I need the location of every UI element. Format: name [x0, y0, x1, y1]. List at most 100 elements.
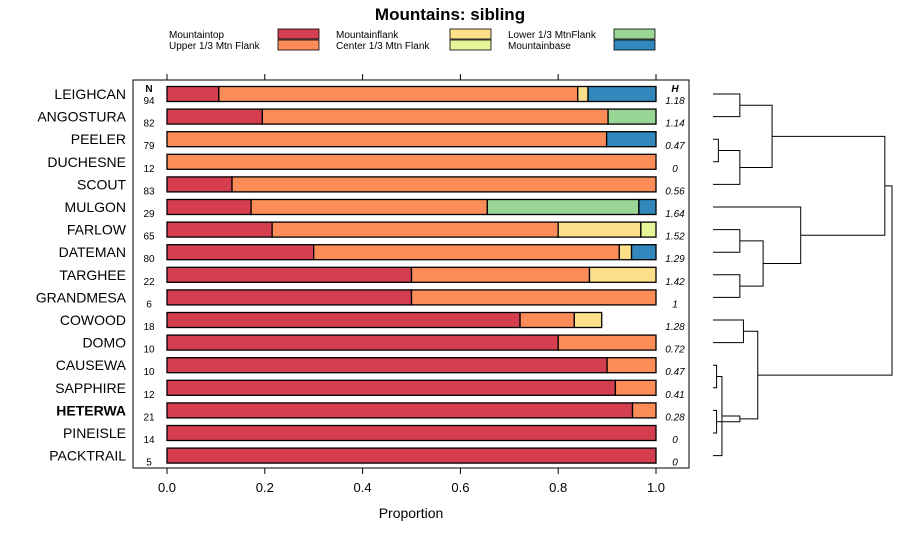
- h-value-scout: 0.56: [665, 186, 685, 197]
- n-value-sapphire: 12: [143, 390, 155, 401]
- bar-row-causewa: [166, 357, 657, 374]
- row-label-grandmesa: GRANDMESA: [36, 289, 127, 305]
- bar-segment-leighcan-mountainbase: [587, 85, 657, 103]
- row-labels: LEIGHCAN ANGOSTURA PEELER DUCHESNE SCOUT MULG…: [36, 86, 127, 464]
- bar-segment-targhee-mountaintop: [166, 266, 413, 283]
- row-label-heterwa: HETERWA: [56, 402, 126, 418]
- dendrogram-link: [713, 229, 741, 253]
- bar-segment-peeler-upper: [166, 131, 608, 148]
- legend-swatch-mountainflank: [449, 28, 492, 40]
- bar-segment-pineisle-mountaintop: [166, 424, 657, 442]
- row-label-pineisle: PINEISLE: [63, 425, 126, 441]
- n-value-targhee: 22: [143, 277, 155, 288]
- x-tick-label: 0.0: [158, 480, 176, 495]
- h-value-angostura: 1.14: [665, 119, 685, 130]
- dendrogram-link: [713, 319, 744, 344]
- n-header: N: [145, 84, 152, 95]
- bar-segment-targhee-upper: [410, 266, 591, 283]
- row-label-scout: SCOUT: [77, 176, 126, 192]
- bar-segment-cowood-mountaintop: [166, 311, 521, 329]
- dendrogram-link: [772, 135, 886, 236]
- legend-label-center: Center 1/3 Mtn Flank: [336, 41, 430, 52]
- row-label-packtrail: PACKTRAIL: [49, 448, 126, 464]
- bar-segment-grandmesa-upper: [410, 289, 657, 306]
- row-label-targhee: TARGHEE: [59, 267, 126, 283]
- h-value-cowood: 1.28: [665, 322, 685, 333]
- legend-label-mountainbase: Mountainbase: [508, 41, 571, 52]
- row-label-domo: DOMO: [82, 335, 126, 351]
- bar-segment-farlow-center: [640, 221, 657, 238]
- bar-row-scout: [166, 176, 657, 193]
- bar-row-peeler: [166, 131, 657, 148]
- legend-swatch-mountainbase: [613, 39, 656, 51]
- bar-segment-leighcan-mountainflank: [577, 85, 589, 103]
- bar-segment-peeler-mountainbase: [605, 131, 657, 148]
- dendrogram-link: [739, 104, 773, 168]
- n-value-mulgon: 29: [143, 209, 155, 220]
- h-value-targhee: 1.42: [665, 277, 685, 288]
- n-value-scout: 83: [143, 186, 155, 197]
- row-label-peeler: PEELER: [71, 131, 126, 147]
- row-label-duchesne: DUCHESNE: [47, 154, 126, 170]
- row-label-farlow: FARLOW: [67, 222, 127, 238]
- bar-segment-dateman-upper: [313, 244, 620, 261]
- bar-segment-scout-mountaintop: [166, 176, 233, 193]
- bar-segment-cowood-upper: [519, 311, 575, 329]
- bar-segment-farlow-upper: [271, 221, 559, 238]
- bar-row-mulgon: [166, 198, 657, 216]
- bar-segment-sapphire-mountaintop: [166, 379, 617, 396]
- h-value-mulgon: 1.64: [665, 209, 685, 220]
- dendrogram-link: [713, 138, 719, 163]
- n-value-causewa: 10: [143, 367, 155, 378]
- bar-row-sapphire: [166, 379, 657, 396]
- h-value-duchesne: 0: [672, 164, 678, 175]
- row-label-cowood: COWOOD: [60, 312, 126, 328]
- h-value-sapphire: 0.41: [665, 390, 684, 401]
- bar-row-dateman: [166, 244, 657, 261]
- h-value-dateman: 1.29: [665, 254, 685, 265]
- n-value-domo: 10: [143, 345, 155, 356]
- legend-swatch-lower: [613, 28, 656, 40]
- x-tick-label: 0.8: [549, 480, 567, 495]
- row-label-sapphire: SAPPHIRE: [55, 380, 126, 396]
- dendrogram-link: [713, 150, 741, 185]
- bar-segment-mulgon-lower: [486, 198, 640, 216]
- bar-row-angostura: [166, 108, 657, 125]
- bar-segment-sapphire-upper: [614, 379, 657, 396]
- h-value-causewa: 0.47: [665, 367, 685, 378]
- dendrogram-link: [716, 415, 741, 423]
- bar-segment-angostura-lower: [607, 108, 657, 125]
- plot-frame: [132, 79, 690, 469]
- x-axis-label: Proportion: [379, 505, 444, 521]
- dendrogram-link: [757, 185, 893, 376]
- row-label-leighcan: LEIGHCAN: [54, 86, 126, 102]
- row-label-dateman: DATEMAN: [59, 244, 126, 260]
- n-value-angostura: 82: [143, 119, 155, 130]
- legend-swatch-mountaintop: [277, 28, 320, 40]
- bar-row-leighcan: [166, 85, 657, 103]
- bar-segment-angostura-mountaintop: [166, 108, 264, 125]
- row-label-mulgon: MULGON: [65, 199, 126, 215]
- n-value-leighcan: 94: [143, 96, 155, 107]
- bar-segment-dateman-mountainbase: [630, 244, 657, 261]
- bar-segment-targhee-mountainflank: [588, 266, 657, 283]
- bar-segment-cowood-mountainflank: [573, 311, 603, 329]
- h-value-farlow: 1.52: [665, 232, 685, 243]
- bar-segment-dateman-mountaintop: [166, 244, 315, 261]
- bar-segment-heterwa-mountaintop: [166, 402, 634, 419]
- legend-swatch-upper: [277, 39, 320, 51]
- bar-segment-scout-upper: [231, 176, 657, 193]
- n-value-packtrail: 5: [146, 458, 152, 469]
- chart-title: Mountains: sibling: [375, 5, 525, 24]
- bar-row-domo: [166, 334, 657, 351]
- legend-label-mountaintop: Mountaintop: [169, 30, 224, 41]
- bar-segment-packtrail-mountaintop: [166, 447, 657, 464]
- x-tick-label: 1.0: [647, 480, 665, 495]
- dendrogram-link: [713, 376, 723, 457]
- n-value-pineisle: 14: [143, 435, 155, 446]
- n-value-peeler: 79: [143, 141, 155, 152]
- bar-segment-causewa-upper: [606, 357, 657, 374]
